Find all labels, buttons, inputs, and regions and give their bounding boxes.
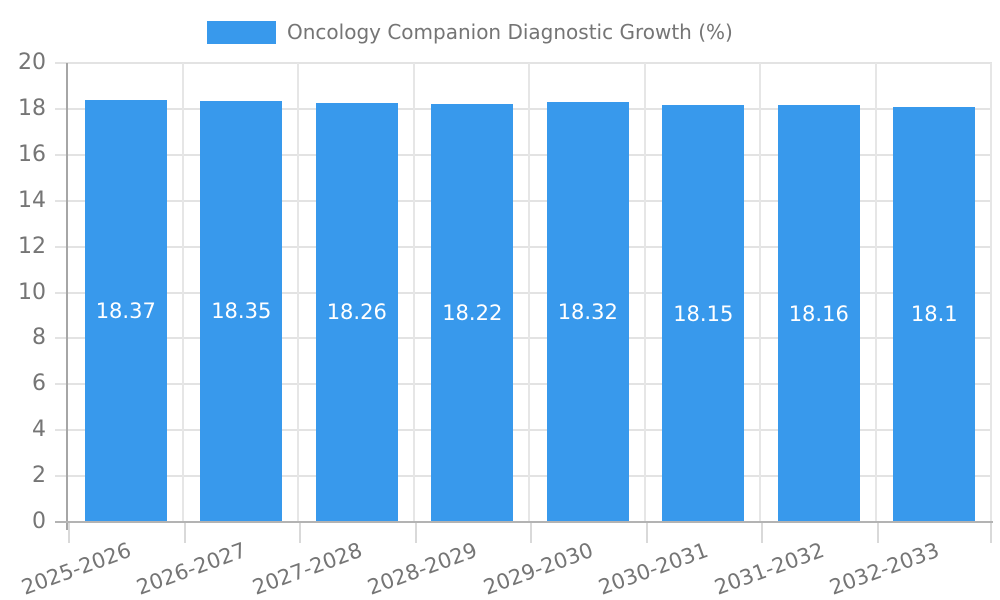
gridline-vertical bbox=[874, 63, 877, 522]
x-axis-tick bbox=[761, 522, 763, 543]
bar-value-label: 18.1 bbox=[910, 302, 958, 327]
gridline-horizontal bbox=[55, 291, 992, 294]
bar[interactable]: 18.16 bbox=[777, 105, 860, 522]
x-axis-tick bbox=[183, 522, 186, 543]
gridline-horizontal bbox=[55, 245, 992, 248]
x-axis-tick bbox=[68, 522, 70, 543]
y-axis-tick-label: 8 bbox=[32, 325, 46, 351]
bar-value-label: 18.16 bbox=[788, 301, 849, 326]
legend-label: Oncology Companion Diagnostic Growth (%) bbox=[287, 20, 733, 44]
y-axis-tick-label: 20 bbox=[18, 50, 46, 75]
bar[interactable]: 18.22 bbox=[431, 103, 514, 522]
x-axis-tick bbox=[876, 522, 879, 543]
x-axis-tick bbox=[299, 522, 301, 543]
bar-value-label: 18.32 bbox=[557, 299, 618, 324]
gridline-horizontal bbox=[55, 153, 992, 156]
gridline-horizontal bbox=[55, 475, 992, 478]
y-axis-tick-label: 12 bbox=[18, 233, 46, 259]
gridline-horizontal bbox=[55, 383, 992, 386]
y-axis-tick-label: 0 bbox=[32, 509, 46, 534]
plot-area: 18.37 18.35 18.26 18.22 18.32 18.15 18.16 18.1 bbox=[55, 62, 992, 543]
gridline-vertical bbox=[759, 63, 761, 522]
gridline-horizontal bbox=[55, 199, 992, 202]
x-axis-labels: 2025-2026 2026-2027 2027-2028 2028-2029 2029… bbox=[18, 522, 992, 600]
y-axis-tick-label: 2 bbox=[32, 463, 46, 489]
gridline-vertical bbox=[412, 63, 415, 522]
bar-value-label: 18.37 bbox=[95, 299, 156, 324]
gridline-vertical bbox=[643, 63, 646, 522]
gridline-vertical bbox=[297, 63, 299, 522]
bar-value-label: 18.26 bbox=[326, 300, 387, 325]
gridline-horizontal bbox=[55, 429, 992, 432]
gridline-vertical bbox=[990, 63, 992, 522]
legend-swatch bbox=[207, 20, 276, 44]
bar[interactable]: 18.15 bbox=[662, 105, 745, 522]
y-axis-tick-label: 10 bbox=[18, 279, 46, 305]
bar[interactable]: 18.26 bbox=[315, 102, 398, 522]
bar-value-label: 18.22 bbox=[442, 300, 503, 325]
bar[interactable]: 18.1 bbox=[893, 106, 976, 522]
bar-value-label: 18.35 bbox=[211, 299, 272, 324]
y-axis-tick-label: 4 bbox=[32, 417, 46, 443]
x-axis-tick bbox=[414, 522, 417, 543]
y-axis-tick-label: 14 bbox=[18, 187, 46, 213]
x-axis-tick bbox=[645, 522, 648, 543]
gridline-horizontal bbox=[55, 337, 992, 340]
y-axis-tick-label: 18 bbox=[18, 95, 46, 121]
bar-value-label: 18.15 bbox=[673, 301, 734, 326]
gridline-horizontal bbox=[55, 62, 992, 64]
bar[interactable]: 18.35 bbox=[200, 100, 283, 522]
y-axis-tick-label: 16 bbox=[18, 141, 46, 167]
x-axis-tick bbox=[990, 522, 992, 543]
gridline-vertical bbox=[181, 63, 184, 522]
gridline-horizontal bbox=[55, 107, 992, 110]
chart-legend[interactable]: Oncology Companion Diagnostic Growth (%) bbox=[207, 20, 733, 44]
x-axis-tick bbox=[530, 522, 532, 543]
bar[interactable]: 18.32 bbox=[546, 101, 629, 522]
gridline-vertical bbox=[528, 63, 530, 522]
y-axis-line bbox=[66, 63, 68, 530]
bar[interactable]: 18.37 bbox=[84, 100, 167, 522]
x-axis-line bbox=[55, 521, 993, 523]
y-axis-tick-label: 6 bbox=[32, 371, 46, 397]
y-axis-labels: 0 2 4 6 8 10 12 14 16 18 20 bbox=[0, 51, 46, 534]
